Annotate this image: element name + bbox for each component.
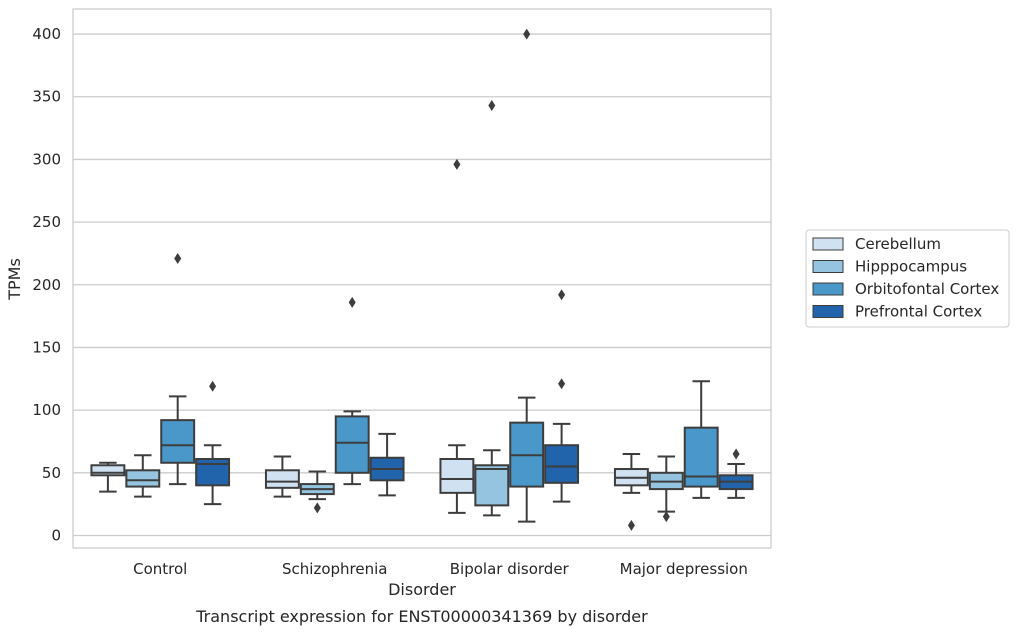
- outlier-point: [488, 100, 496, 112]
- y-tick-label: 50: [42, 464, 61, 482]
- legend-frame: [805, 229, 1010, 328]
- plot-frame: [72, 8, 772, 549]
- legend-swatch: [812, 237, 844, 251]
- box-cerebellum: [264, 455, 300, 498]
- outlier-point: [174, 252, 182, 264]
- box-iqr: [125, 469, 161, 488]
- y-axis-label: TPMs: [5, 258, 24, 301]
- outlier-point: [732, 448, 740, 460]
- legend-label: Prefrontal Cortex: [855, 303, 982, 321]
- chart-caption: Transcript expression for ENST0000034136…: [195, 607, 648, 626]
- box-iqr: [334, 415, 370, 474]
- box-orbitofontal-cortex: [683, 380, 719, 499]
- box-prefrontal-cortex: [195, 380, 231, 506]
- box-iqr: [264, 469, 300, 489]
- box-hipppocampus: [648, 455, 684, 523]
- y-tick-label: 350: [32, 88, 61, 106]
- box-cerebellum: [90, 461, 126, 493]
- box-orbitofontal-cortex: [509, 28, 545, 523]
- box-cerebellum: [613, 452, 649, 531]
- box-plot-groups: [90, 28, 754, 531]
- legend-swatch: [812, 260, 844, 273]
- box-iqr: [195, 458, 231, 487]
- y-tick-label: 0: [51, 526, 61, 544]
- legend: Cerebellum Hipppocampus Orbitofontal Corte…: [805, 229, 1010, 328]
- y-tick-label: 200: [32, 276, 61, 294]
- x-tick-label: Major depression: [620, 560, 748, 578]
- grid-lines: [73, 33, 771, 537]
- box-iqr: [160, 419, 196, 464]
- box-prefrontal-cortex: [718, 448, 754, 499]
- x-axis-label: Disorder: [388, 580, 456, 599]
- box-iqr: [544, 444, 580, 484]
- legend-swatch: [812, 305, 844, 318]
- box-hipppocampus: [299, 470, 335, 514]
- legend-swatch: [812, 282, 844, 296]
- legend-label: Orbitofontal Cortex: [855, 280, 999, 298]
- outlier-point: [523, 28, 531, 40]
- box-cerebellum: [439, 158, 475, 514]
- y-tick-label: 300: [32, 150, 61, 168]
- box-hipppocampus: [125, 454, 161, 498]
- outlier-point: [558, 378, 566, 390]
- box-iqr: [474, 464, 510, 507]
- box-iqr: [90, 464, 126, 477]
- box-iqr: [439, 458, 475, 494]
- outlier-point: [627, 519, 635, 531]
- axes: 0 50 100 150 200 250 300 350 400 Control Schizophr…: [32, 25, 748, 578]
- outlier-point: [313, 502, 321, 514]
- outlier-point: [348, 296, 356, 308]
- outlier-point: [558, 289, 566, 301]
- box-prefrontal-cortex: [369, 432, 405, 497]
- legend-label: Hipppocampus: [855, 258, 967, 276]
- x-tick-label: Bipolar disorder: [450, 560, 570, 578]
- box-orbitofontal-cortex: [334, 296, 370, 486]
- box-hipppocampus: [474, 100, 510, 517]
- outlier-point: [453, 158, 461, 170]
- outlier-point: [662, 511, 670, 523]
- legend-label: Cerebellum: [855, 235, 941, 253]
- y-tick-label: 400: [32, 25, 61, 43]
- outlier-point: [209, 380, 217, 392]
- box-orbitofontal-cortex: [160, 252, 196, 486]
- x-tick-label: Schizophrenia: [282, 560, 387, 578]
- x-tick-label: Control: [133, 560, 187, 578]
- y-tick-label: 100: [32, 401, 61, 419]
- y-tick-label: 250: [32, 213, 61, 231]
- box-prefrontal-cortex: [544, 289, 580, 503]
- box-iqr: [683, 426, 719, 488]
- y-tick-label: 150: [32, 338, 61, 356]
